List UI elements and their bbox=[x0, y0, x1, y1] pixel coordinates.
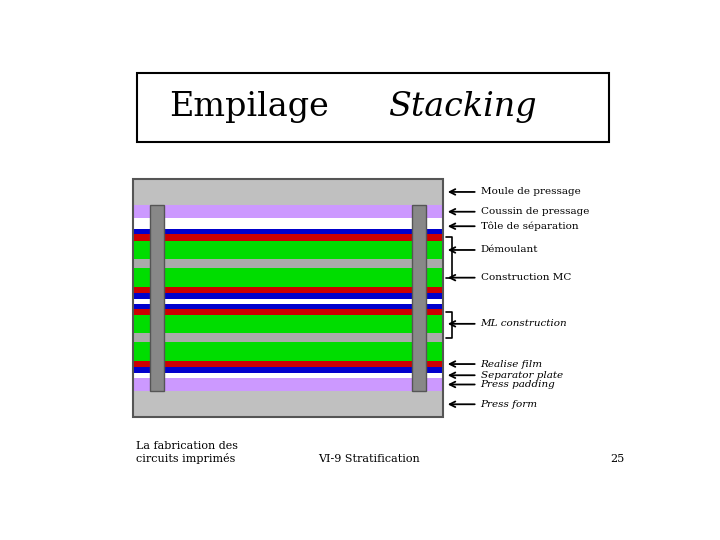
Text: Coussin de pressage: Coussin de pressage bbox=[481, 207, 589, 216]
Bar bbox=[132, 367, 443, 373]
Bar bbox=[132, 229, 443, 234]
Text: 25: 25 bbox=[611, 454, 625, 464]
Bar bbox=[132, 224, 443, 229]
Text: Démoulant: Démoulant bbox=[481, 246, 538, 254]
Text: Press form: Press form bbox=[481, 400, 538, 409]
Text: ML construction: ML construction bbox=[481, 319, 567, 328]
Bar bbox=[132, 342, 443, 361]
Bar bbox=[132, 294, 443, 299]
Text: La fabrication des
circuits imprimés: La fabrication des circuits imprimés bbox=[137, 441, 238, 464]
Bar bbox=[132, 304, 443, 309]
Bar bbox=[132, 179, 443, 417]
Bar bbox=[137, 72, 609, 142]
Text: Construction MC: Construction MC bbox=[481, 273, 571, 282]
Bar bbox=[132, 234, 443, 241]
Bar bbox=[132, 268, 443, 287]
Text: Stacking: Stacking bbox=[387, 91, 536, 123]
Bar bbox=[132, 205, 443, 218]
Bar bbox=[132, 361, 443, 367]
Bar bbox=[132, 179, 443, 205]
Bar bbox=[132, 391, 443, 417]
Bar bbox=[132, 315, 443, 333]
Bar bbox=[132, 218, 443, 224]
Bar bbox=[132, 299, 443, 304]
Bar bbox=[150, 205, 163, 391]
Bar bbox=[132, 287, 443, 294]
Bar bbox=[132, 373, 443, 378]
Text: Tôle de séparation: Tôle de séparation bbox=[481, 221, 578, 231]
Text: VI-9 Stratification: VI-9 Stratification bbox=[318, 454, 420, 464]
Text: Moule de pressage: Moule de pressage bbox=[481, 187, 580, 197]
Text: Separator plate: Separator plate bbox=[481, 371, 563, 380]
Text: Empilage: Empilage bbox=[169, 91, 329, 123]
Text: Press padding: Press padding bbox=[481, 380, 555, 389]
Text: Realise film: Realise film bbox=[481, 360, 543, 368]
Bar bbox=[132, 378, 443, 391]
Bar bbox=[412, 205, 426, 391]
Bar bbox=[132, 333, 443, 342]
Bar bbox=[132, 241, 443, 259]
Bar bbox=[132, 309, 443, 315]
Bar bbox=[132, 259, 443, 268]
